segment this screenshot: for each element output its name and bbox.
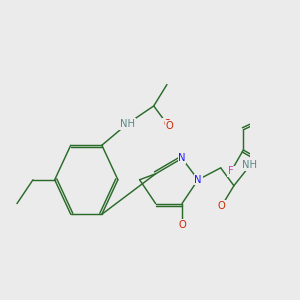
Text: O: O bbox=[218, 201, 226, 211]
Text: NH: NH bbox=[120, 119, 135, 129]
Text: O: O bbox=[163, 119, 171, 129]
Text: F: F bbox=[228, 167, 234, 176]
Text: O: O bbox=[178, 220, 186, 230]
Text: N: N bbox=[194, 175, 202, 185]
Text: NH: NH bbox=[242, 160, 257, 170]
Text: N: N bbox=[178, 153, 186, 163]
Text: F: F bbox=[299, 133, 300, 143]
Text: O: O bbox=[163, 119, 171, 129]
Text: O: O bbox=[166, 121, 174, 131]
